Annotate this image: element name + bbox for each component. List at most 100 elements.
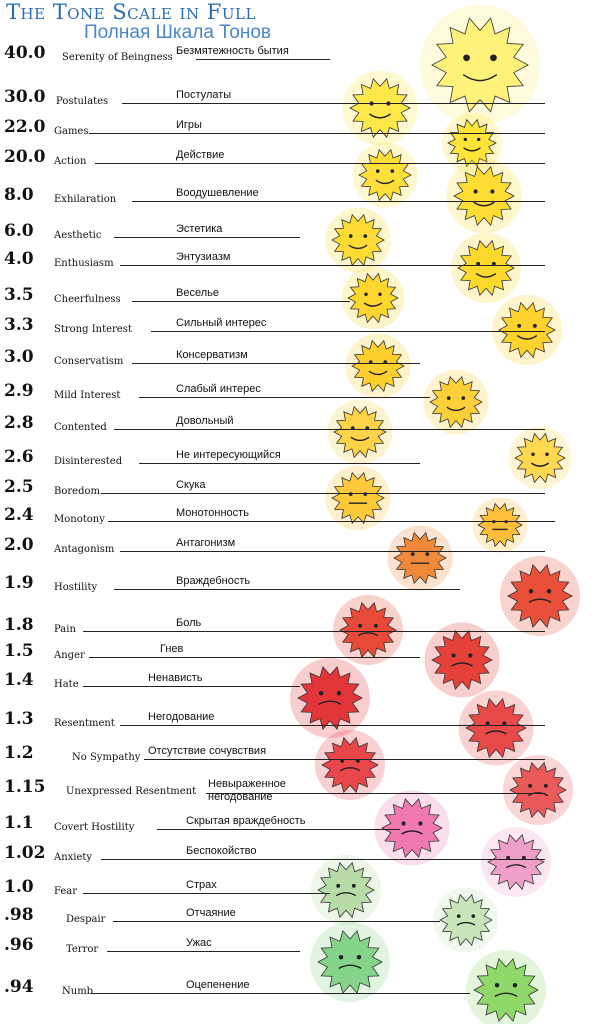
tone-value: 1.0 bbox=[4, 877, 34, 897]
tone-value: 2.6 bbox=[4, 447, 34, 467]
tone-row: 30.0 Postulates Постулаты bbox=[0, 82, 600, 116]
tone-label-russian: Сильный интерес bbox=[176, 317, 267, 329]
tone-label-russian: Страх bbox=[186, 879, 217, 891]
tone-value: 20.0 bbox=[4, 147, 46, 167]
tone-value: 3.5 bbox=[4, 285, 34, 305]
title-english: The Tone Scale in Full bbox=[6, 0, 256, 24]
tone-leader-line bbox=[113, 921, 440, 922]
tone-leader-line bbox=[95, 163, 545, 164]
tone-label-english: Cheerfulness bbox=[54, 294, 121, 305]
tone-label-english: Serenity of Beingness bbox=[62, 52, 173, 63]
tone-value: 2.5 bbox=[4, 477, 34, 497]
tone-leader-line bbox=[107, 951, 300, 952]
tone-label-russian: Ненависть bbox=[148, 672, 203, 684]
tone-row: 4.0 Enthusiasm Энтузиазм bbox=[0, 244, 600, 278]
tone-row: 3.0 Conservatism Консерватизм bbox=[0, 342, 600, 376]
tone-label-english: Anxiety bbox=[54, 852, 93, 863]
tone-value: .96 bbox=[4, 935, 34, 955]
tone-value: 30.0 bbox=[4, 87, 46, 107]
tone-leader-line bbox=[101, 859, 545, 860]
tone-label-english: Hostility bbox=[54, 582, 98, 593]
tone-row: 1.5 Anger Гнев bbox=[0, 636, 600, 670]
tone-leader-line bbox=[82, 686, 300, 687]
tone-leader-line bbox=[138, 397, 430, 398]
tone-value: 2.4 bbox=[4, 505, 34, 525]
tone-label-russian: Скука bbox=[176, 479, 206, 491]
tone-value: 8.0 bbox=[4, 185, 34, 205]
tone-label-english: Numb bbox=[62, 986, 94, 997]
tone-leader-line bbox=[144, 759, 545, 760]
tone-value: 3.0 bbox=[4, 347, 34, 367]
tone-leader-line bbox=[113, 589, 460, 590]
tone-label-russian: Антагонизм bbox=[176, 537, 236, 549]
tone-value: 1.9 bbox=[4, 573, 34, 593]
tone-value: .98 bbox=[4, 905, 34, 925]
tone-label-russian: Скрытая враждебность bbox=[186, 815, 306, 827]
tone-value: 2.9 bbox=[4, 381, 34, 401]
tone-label-russian: Беспокойство bbox=[186, 845, 257, 857]
tone-label-russian: Игры bbox=[176, 119, 202, 131]
tone-leader-line bbox=[138, 463, 420, 464]
tone-leader-line bbox=[90, 993, 470, 994]
tone-row: .98 Despair Отчаяние bbox=[0, 900, 600, 934]
tone-value: 1.2 bbox=[4, 743, 34, 763]
tone-label-russian: Гнев bbox=[160, 643, 184, 655]
tone-label-english: Strong Interest bbox=[54, 324, 132, 335]
tone-row: 2.5 Boredom Скука bbox=[0, 472, 600, 506]
tone-row: 22.0 Games Игры bbox=[0, 112, 600, 146]
tone-label-english: Pain bbox=[54, 624, 76, 635]
tone-label-russian: Не интересующийся bbox=[176, 449, 281, 461]
tone-label-russian: Энтузиазм bbox=[176, 251, 231, 263]
tone-row: 2.4 Monotony Монотонность bbox=[0, 500, 600, 534]
tone-label-english: Conservatism bbox=[54, 356, 124, 367]
tone-value: 2.8 bbox=[4, 413, 34, 433]
tone-label-english: Unexpressed Resentment bbox=[66, 786, 197, 797]
tone-label-russian: Отсутствие сочувствия bbox=[148, 745, 267, 757]
tone-leader-line bbox=[82, 631, 545, 632]
tone-label-english: Hate bbox=[54, 679, 79, 690]
tone-label-russian: Боль bbox=[176, 617, 202, 629]
tone-row: 2.9 Mild Interest Слабый интерес bbox=[0, 376, 600, 410]
tone-row: 3.3 Strong Interest Сильный интерес bbox=[0, 310, 600, 344]
tone-label-english: Aesthetic bbox=[54, 230, 102, 241]
tone-row: 8.0 Exhilaration Воодушевление bbox=[0, 180, 600, 214]
tone-leader-line bbox=[120, 265, 545, 266]
tone-leader-line bbox=[206, 793, 545, 794]
tone-leader-line bbox=[132, 301, 350, 302]
tone-row: 2.8 Contented Довольный bbox=[0, 408, 600, 442]
tone-value: 1.1 bbox=[4, 813, 34, 833]
tone-label-english: Fear bbox=[54, 886, 78, 897]
tone-row: 1.3 Resentment Негодование bbox=[0, 704, 600, 738]
tone-value: 1.4 bbox=[4, 670, 34, 690]
tone-label-russian: Оцепенение bbox=[186, 979, 250, 991]
tone-row: 20.0 Action Действие bbox=[0, 142, 600, 176]
tone-value: 1.8 bbox=[4, 615, 34, 635]
tone-label-english: Mild Interest bbox=[54, 390, 121, 401]
tone-label-english: Games bbox=[54, 126, 89, 137]
tone-leader-line bbox=[120, 551, 545, 552]
tone-label-english: Anger bbox=[54, 650, 85, 661]
tone-label-english: Covert Hostility bbox=[54, 822, 135, 833]
tone-value: 1.5 bbox=[4, 641, 34, 661]
tone-row: 40.0 Serenity of Beingness Безмятежность б… bbox=[0, 38, 600, 72]
tone-row: 1.15 Unexpressed Resentment Невыраженное н… bbox=[0, 772, 600, 806]
tone-leader-line bbox=[82, 893, 330, 894]
tone-leader-line bbox=[113, 429, 545, 430]
tone-label-russian: Воодушевление bbox=[176, 187, 259, 199]
tone-value: 6.0 bbox=[4, 221, 34, 241]
tone-value: .94 bbox=[4, 977, 34, 997]
tone-leader-line bbox=[196, 59, 330, 60]
tone-label-russian: Ужас bbox=[186, 937, 212, 949]
tone-row: 1.1 Covert Hostility Скрытая враждебность bbox=[0, 808, 600, 842]
tone-leader-line bbox=[113, 237, 300, 238]
tone-row: 1.9 Hostility Враждебность bbox=[0, 568, 600, 602]
tone-row: 6.0 Aesthetic Эстетика bbox=[0, 216, 600, 250]
tone-value: 1.02 bbox=[4, 843, 46, 863]
tone-value: 22.0 bbox=[4, 117, 46, 137]
tone-row: .96 Terror Ужас bbox=[0, 930, 600, 964]
tone-row: 1.0 Fear Страх bbox=[0, 872, 600, 906]
tone-label-english: Resentment bbox=[54, 718, 115, 729]
tone-row: 3.5 Cheerfulness Веселье bbox=[0, 280, 600, 314]
tone-label-english: Boredom bbox=[54, 486, 100, 497]
